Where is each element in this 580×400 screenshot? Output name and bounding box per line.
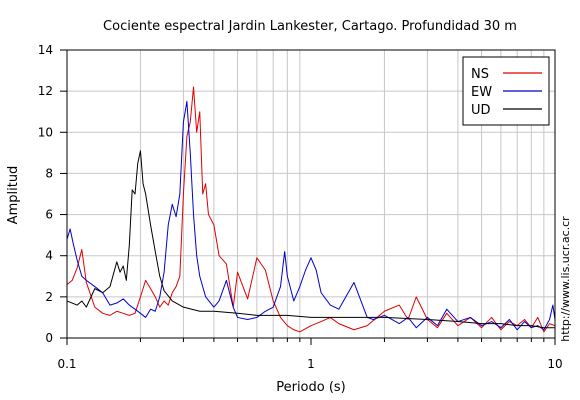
legend-label-ud: UD: [471, 103, 491, 118]
series-lines: [66, 86, 556, 333]
source-url: http://www.lis.ucr.ac.cr: [559, 216, 572, 342]
y-tick-label: 0: [45, 331, 53, 345]
plot-frame: [66, 49, 556, 339]
y-tick-label: 8: [45, 166, 53, 180]
y-tick-label: 12: [38, 84, 53, 98]
legend-label-ns: NS: [471, 67, 489, 82]
y-axis-label: Amplitud: [6, 166, 21, 225]
chart-title: Cociente espectral Jardin Lankester, Car…: [103, 19, 517, 34]
y-tick-label: 14: [38, 43, 53, 57]
series-line-ud: [66, 150, 555, 329]
y-tick-label: 6: [45, 208, 53, 222]
legend: NS EW UD: [462, 56, 550, 126]
series-line-ew: [66, 100, 556, 331]
y-tick-label: 4: [45, 249, 53, 263]
series-line-ns: [66, 86, 556, 333]
x-tick-label: 1: [307, 357, 315, 371]
y-tick-label: 10: [38, 125, 53, 139]
x-axis-label: Periodo (s): [276, 380, 346, 395]
x-tick-label: 10: [547, 357, 562, 371]
legend-label-ew: EW: [471, 85, 492, 100]
x-tick-label: 0.1: [57, 357, 76, 371]
y-tick-label: 2: [45, 290, 53, 304]
x-ticks: 0.1 1 10: [57, 338, 563, 371]
y-ticks: 0 2 4 6 8 10 12 14: [38, 43, 67, 345]
